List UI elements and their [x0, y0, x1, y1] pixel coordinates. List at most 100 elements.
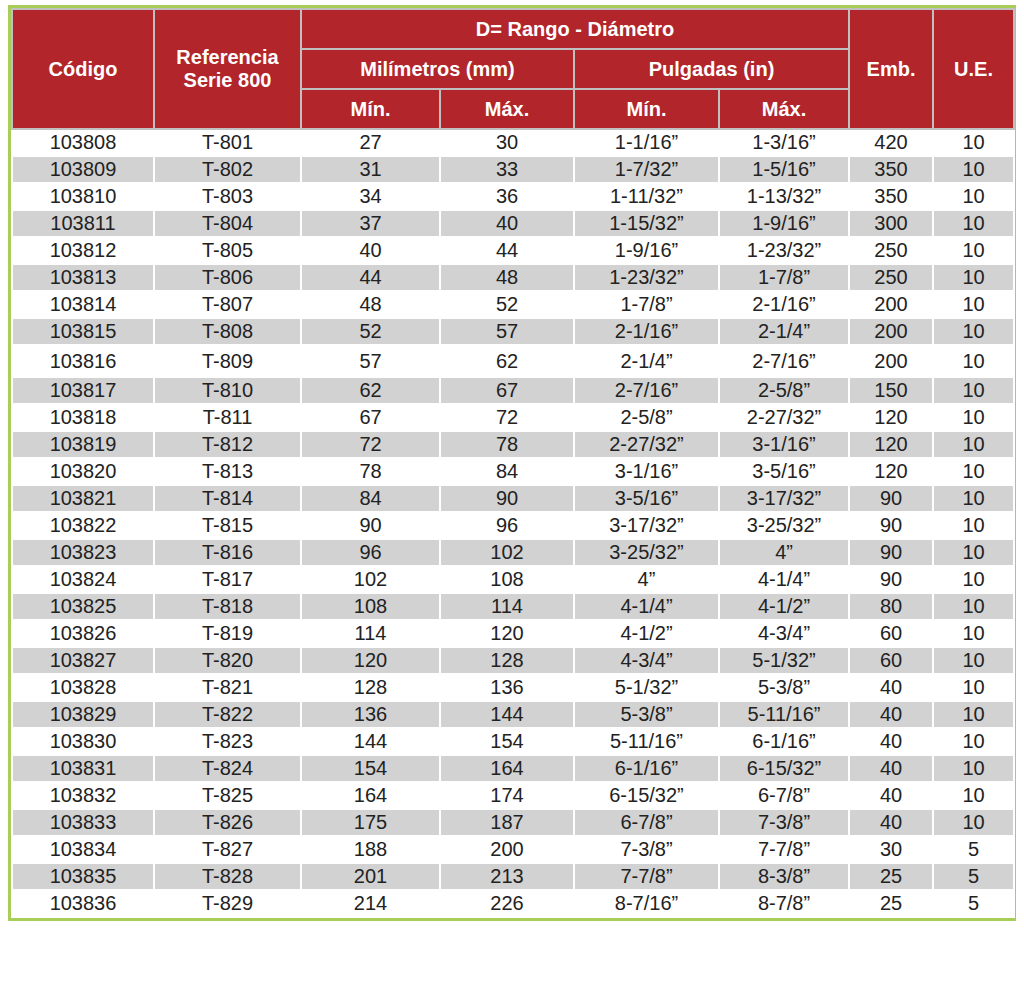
cell-in-max: 7-7/8”: [719, 836, 849, 863]
cell-mm-min: 78: [301, 458, 440, 485]
cell-codigo: 103808: [12, 129, 154, 156]
cell-mm-max: 90: [440, 485, 574, 512]
cell-mm-max: 52: [440, 291, 574, 318]
table-row: 103827T-8201201284-3/4”5-1/32”6010: [12, 647, 1014, 674]
cell-mm-min: 175: [301, 809, 440, 836]
cell-in-max: 1-7/8”: [719, 264, 849, 291]
cell-ue: 10: [933, 512, 1014, 539]
cell-mm-min: 40: [301, 237, 440, 264]
cell-referencia: T-820: [154, 647, 301, 674]
cell-ue: 5: [933, 836, 1014, 863]
cell-mm-min: 44: [301, 264, 440, 291]
table-row: 103819T-81272782-27/32”3-1/16”12010: [12, 431, 1014, 458]
table-row: 103823T-816961023-25/32”4”9010: [12, 539, 1014, 566]
cell-emb: 40: [849, 701, 933, 728]
cell-codigo: 103835: [12, 863, 154, 890]
table-row: 103822T-81590963-17/32”3-25/32”9010: [12, 512, 1014, 539]
table-row: 103812T-80540441-9/16”1-23/32”25010: [12, 237, 1014, 264]
cell-referencia: T-821: [154, 674, 301, 701]
cell-in-min: 3-17/32”: [574, 512, 719, 539]
cell-in-min: 4-1/2”: [574, 620, 719, 647]
cell-emb: 80: [849, 593, 933, 620]
cell-mm-max: 108: [440, 566, 574, 593]
cell-referencia: T-815: [154, 512, 301, 539]
cell-referencia: T-827: [154, 836, 301, 863]
cell-codigo: 103820: [12, 458, 154, 485]
cell-referencia: T-824: [154, 755, 301, 782]
cell-ue: 10: [933, 647, 1014, 674]
cell-mm-min: 201: [301, 863, 440, 890]
cell-codigo: 103819: [12, 431, 154, 458]
cell-mm-min: 96: [301, 539, 440, 566]
cell-mm-max: 36: [440, 183, 574, 210]
cell-mm-max: 44: [440, 237, 574, 264]
cell-ue: 10: [933, 129, 1014, 156]
cell-in-min: 6-1/16”: [574, 755, 719, 782]
table-row: 103811T-80437401-15/32”1-9/16”30010: [12, 210, 1014, 237]
table-row: 103828T-8211281365-1/32”5-3/8”4010: [12, 674, 1014, 701]
table-header: Código Referencia Serie 800 D= Rango - D…: [12, 9, 1014, 129]
cell-emb: 25: [849, 890, 933, 917]
header-emb: Emb.: [849, 9, 933, 129]
cell-ue: 10: [933, 156, 1014, 183]
header-rango-diametro: D= Rango - Diámetro: [301, 9, 849, 49]
cell-mm-min: 37: [301, 210, 440, 237]
cell-in-min: 1-1/16”: [574, 129, 719, 156]
cell-mm-max: 136: [440, 674, 574, 701]
table-row: 103818T-81167722-5/8”2-27/32”12010: [12, 404, 1014, 431]
cell-codigo: 103809: [12, 156, 154, 183]
cell-in-max: 1-13/32”: [719, 183, 849, 210]
cell-ue: 10: [933, 701, 1014, 728]
cell-in-max: 6-7/8”: [719, 782, 849, 809]
cell-in-max: 6-15/32”: [719, 755, 849, 782]
cell-codigo: 103833: [12, 809, 154, 836]
cell-emb: 90: [849, 566, 933, 593]
cell-emb: 40: [849, 728, 933, 755]
cell-ue: 10: [933, 237, 1014, 264]
cell-ue: 10: [933, 566, 1014, 593]
table-row: 103833T-8261751876-7/8”7-3/8”4010: [12, 809, 1014, 836]
cell-mm-min: 31: [301, 156, 440, 183]
cell-in-min: 1-9/16”: [574, 237, 719, 264]
cell-ue: 10: [933, 264, 1014, 291]
cell-mm-min: 114: [301, 620, 440, 647]
cell-mm-min: 164: [301, 782, 440, 809]
cell-referencia: T-813: [154, 458, 301, 485]
cell-mm-max: 84: [440, 458, 574, 485]
cell-in-max: 8-3/8”: [719, 863, 849, 890]
cell-in-min: 1-15/32”: [574, 210, 719, 237]
cell-ue: 10: [933, 539, 1014, 566]
table-row: 103815T-80852572-1/16”2-1/4”20010: [12, 318, 1014, 345]
cell-in-min: 2-27/32”: [574, 431, 719, 458]
cell-in-max: 3-25/32”: [719, 512, 849, 539]
cell-codigo: 103815: [12, 318, 154, 345]
table-row: 103816T-80957622-1/4”2-7/16”20010: [12, 345, 1014, 377]
table-row: 103829T-8221361445-3/8”5-11/16”4010: [12, 701, 1014, 728]
cell-mm-max: 62: [440, 345, 574, 377]
cell-mm-max: 72: [440, 404, 574, 431]
cell-in-max: 1-5/16”: [719, 156, 849, 183]
cell-codigo: 103829: [12, 701, 154, 728]
cell-mm-min: 102: [301, 566, 440, 593]
cell-mm-min: 57: [301, 345, 440, 377]
cell-codigo: 103818: [12, 404, 154, 431]
header-in-min: Mín.: [574, 89, 719, 129]
cell-referencia: T-801: [154, 129, 301, 156]
cell-in-min: 5-1/32”: [574, 674, 719, 701]
cell-in-max: 4-1/4”: [719, 566, 849, 593]
cell-emb: 40: [849, 809, 933, 836]
cell-mm-max: 78: [440, 431, 574, 458]
cell-mm-max: 164: [440, 755, 574, 782]
table-row: 103825T-8181081144-1/4”4-1/2”8010: [12, 593, 1014, 620]
cell-referencia: T-811: [154, 404, 301, 431]
cell-in-min: 7-7/8”: [574, 863, 719, 890]
cell-in-max: 5-3/8”: [719, 674, 849, 701]
cell-mm-max: 213: [440, 863, 574, 890]
cell-codigo: 103814: [12, 291, 154, 318]
table-row: 103836T-8292142268-7/16”8-7/8”255: [12, 890, 1014, 917]
table-row: 103835T-8282012137-7/8”8-3/8”255: [12, 863, 1014, 890]
cell-referencia: T-812: [154, 431, 301, 458]
cell-in-max: 5-11/16”: [719, 701, 849, 728]
cell-referencia: T-808: [154, 318, 301, 345]
cell-in-max: 1-3/16”: [719, 129, 849, 156]
